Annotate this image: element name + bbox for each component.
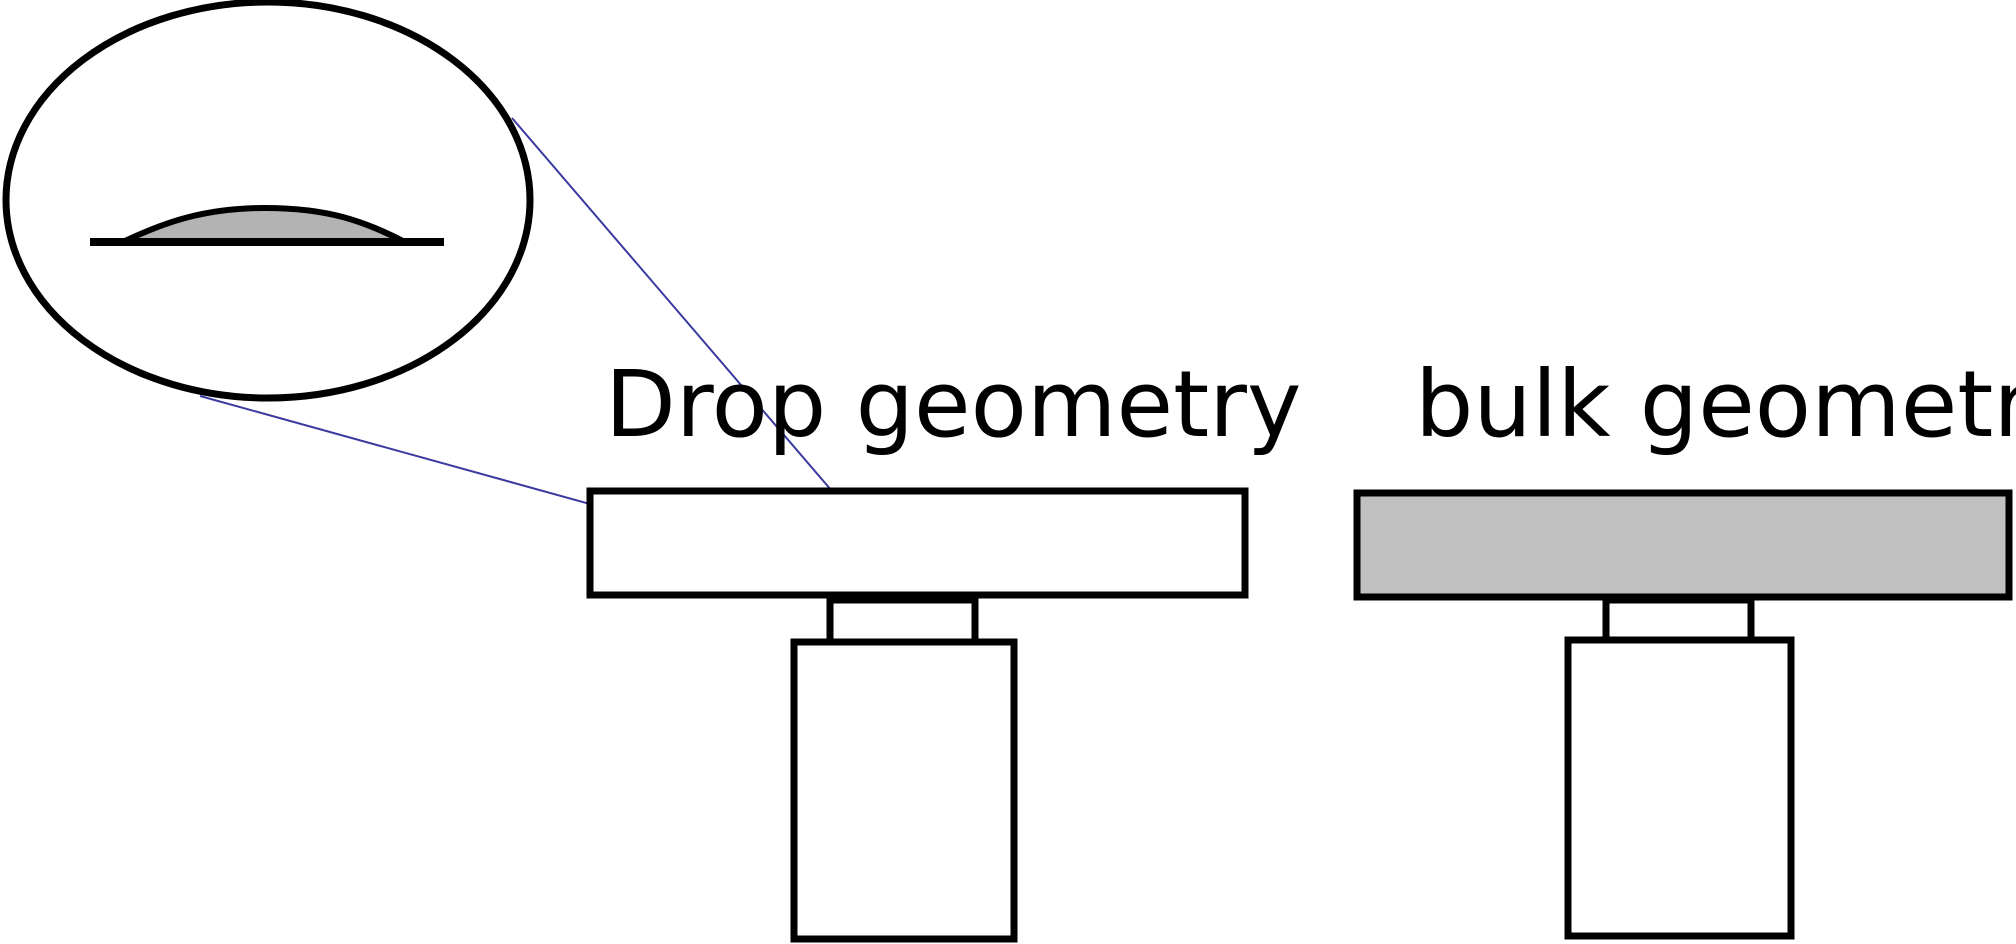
- bulk-plate: [1353, 489, 2013, 601]
- drop-geometry-label: Drop geometry: [605, 351, 1301, 458]
- bulk-geometry-assembly: bulk geometry: [1353, 351, 2016, 940]
- drop-plate: [586, 487, 1249, 599]
- magnified-drop: [123, 204, 405, 244]
- zoom-ellipse: [2, 0, 534, 402]
- drop-geometry-assembly: Drop geometry: [586, 351, 1301, 943]
- drop-base-block: [790, 638, 1018, 943]
- bulk-geometry-label: bulk geometry: [1415, 351, 2016, 458]
- drop-neck: [826, 596, 979, 646]
- bulk-neck: [1602, 596, 1755, 644]
- bulk-base-block: [1564, 636, 1795, 940]
- zoom-callout: [2, 0, 534, 402]
